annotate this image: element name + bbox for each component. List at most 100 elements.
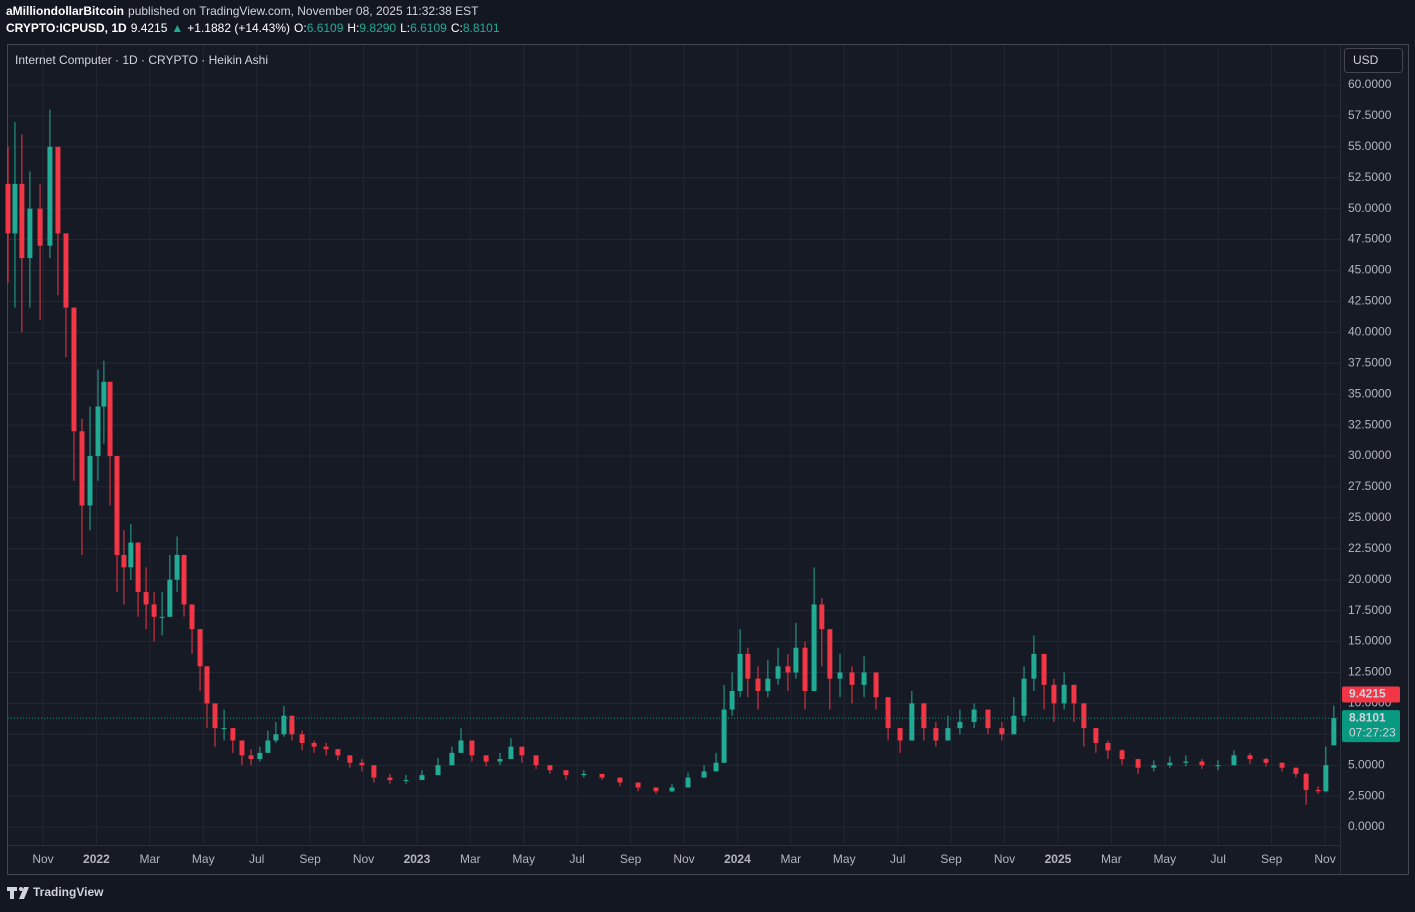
candle-body xyxy=(469,740,475,756)
currency-button[interactable] xyxy=(1344,48,1403,73)
candle-body xyxy=(1151,765,1157,768)
y-tick-label: 15.0000 xyxy=(1348,634,1392,648)
candle-body xyxy=(289,715,295,735)
candle-body xyxy=(819,604,825,630)
candle-body xyxy=(371,765,377,778)
candle-body xyxy=(635,782,641,788)
candle-body xyxy=(885,697,891,729)
y-tick-label: 47.5000 xyxy=(1348,232,1392,246)
candle-body xyxy=(107,381,113,457)
candle-body xyxy=(248,755,254,760)
candle-body xyxy=(128,542,134,568)
candle-body xyxy=(212,703,218,729)
ohlc-value: 6.6109 xyxy=(410,21,447,35)
candle-body xyxy=(419,775,425,781)
candle-body xyxy=(159,616,165,618)
y-tick-label: 40.0000 xyxy=(1348,324,1392,338)
y-tick-label: 0.0000 xyxy=(1348,819,1385,833)
candle-body xyxy=(87,456,93,506)
chart-frame xyxy=(7,44,1409,875)
ohlc-value: 8.8101 xyxy=(463,21,500,35)
ohlc-value: 9.8290 xyxy=(359,21,396,35)
candle-body xyxy=(1331,718,1337,746)
candle-body xyxy=(114,456,120,555)
candle-body xyxy=(497,759,503,762)
x-tick-label: 2024 xyxy=(724,852,751,866)
candle-body xyxy=(403,780,409,782)
candle-body xyxy=(1279,762,1285,768)
x-tick-label: Nov xyxy=(1314,852,1335,866)
candle-body xyxy=(721,709,727,763)
y-tick-label: 20.0000 xyxy=(1348,572,1392,586)
candle-body xyxy=(1247,755,1253,760)
candle-body xyxy=(1231,755,1237,766)
candle-body xyxy=(79,431,85,506)
candle-body xyxy=(151,604,157,617)
y-tick-label: 35.0000 xyxy=(1348,386,1392,400)
x-tick-label: Mar xyxy=(460,852,481,866)
candles xyxy=(5,109,1337,805)
y-tick-label: 57.5000 xyxy=(1348,108,1392,122)
currency[interactable]: USD xyxy=(1353,53,1379,67)
candle-body xyxy=(335,749,341,756)
candle-body xyxy=(265,740,271,753)
candle-body xyxy=(685,777,691,788)
x-tick-label: Jul xyxy=(1211,852,1226,866)
candle-body xyxy=(197,629,203,667)
candle-body xyxy=(101,381,107,407)
change: +1.1882 (+14.43%) xyxy=(187,21,290,35)
candle-body xyxy=(63,233,69,308)
y-tick-label: 17.5000 xyxy=(1348,603,1392,617)
author: aMilliondollarBitcoin xyxy=(6,4,124,18)
candle-body xyxy=(811,604,817,692)
candle-body xyxy=(873,672,879,698)
candle-body xyxy=(323,746,329,750)
candle-body xyxy=(785,666,791,673)
candle-body xyxy=(533,755,539,766)
candle-body xyxy=(765,678,771,692)
x-tick-label: Jul xyxy=(570,852,585,866)
x-tick-label: Sep xyxy=(620,852,642,866)
candle-body xyxy=(827,629,833,679)
candle-body xyxy=(12,183,18,234)
logo-part xyxy=(19,887,29,899)
symbol: CRYPTO:ICPUSD, 1D xyxy=(6,21,127,35)
ohlc-label: O: xyxy=(294,21,307,35)
x-tick-label: Sep xyxy=(299,852,321,866)
y-tick-label: 42.5000 xyxy=(1348,294,1392,308)
candle-body xyxy=(299,734,305,743)
candle-body xyxy=(1135,759,1141,768)
candle-body xyxy=(387,777,393,781)
x-tick-label: May xyxy=(1153,852,1176,866)
arrow: ▲ xyxy=(171,21,183,35)
candle-body xyxy=(135,542,141,593)
candle-body xyxy=(547,765,553,771)
x-tick-label: Mar xyxy=(139,852,160,866)
candle-body xyxy=(71,307,77,432)
candle-body xyxy=(1199,761,1205,766)
candle-body xyxy=(359,762,365,766)
candle-body xyxy=(745,653,751,679)
y-tick-label: 22.5000 xyxy=(1348,541,1392,555)
candle-body xyxy=(5,183,11,234)
candle-body xyxy=(257,752,263,760)
x-tick-label: Nov xyxy=(32,852,53,866)
candle-body xyxy=(181,554,187,605)
ohlc-label: H: xyxy=(347,21,359,35)
candle-body xyxy=(1263,759,1269,763)
candle-body xyxy=(273,734,279,741)
candle-body xyxy=(971,709,977,722)
candle-body xyxy=(563,770,569,776)
brand: TradingView xyxy=(33,885,104,899)
candle-body xyxy=(921,703,927,729)
y-tick-label: 37.5000 xyxy=(1348,355,1392,369)
candle-body xyxy=(143,592,149,605)
candle-body xyxy=(95,406,101,457)
candle-body xyxy=(435,765,441,776)
candle-body xyxy=(1183,761,1189,763)
candle-body xyxy=(311,742,317,747)
candle-body xyxy=(1031,653,1037,679)
candle-body xyxy=(221,728,227,730)
candle-body xyxy=(897,728,903,741)
candle-body xyxy=(121,554,127,568)
